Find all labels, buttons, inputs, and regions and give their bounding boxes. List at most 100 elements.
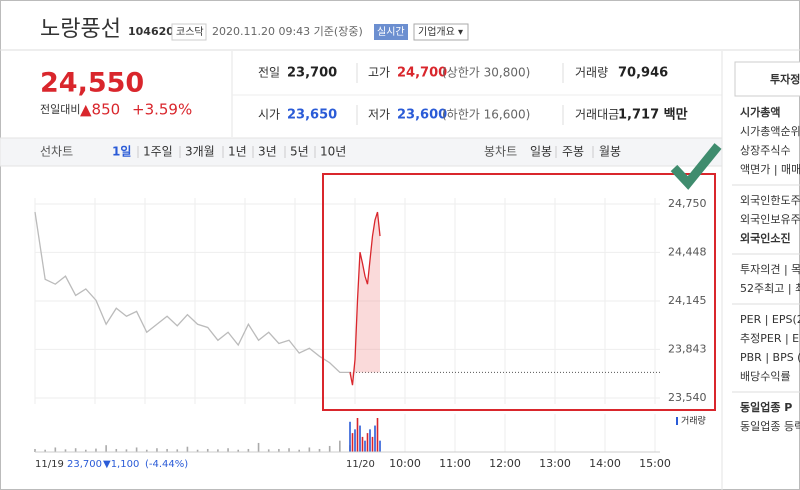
volume-bar — [361, 436, 364, 452]
badge — [374, 24, 408, 40]
volume-bar — [227, 448, 229, 452]
volume-bar — [186, 446, 189, 452]
volume-bar — [44, 449, 46, 452]
x-tick-label: 12:00 — [489, 457, 521, 470]
volume-bar — [349, 421, 351, 452]
volume-bar — [356, 418, 359, 452]
quote-label: 전일 — [258, 66, 280, 80]
volume-bar — [339, 440, 341, 452]
change-label: 전일대비 — [40, 102, 80, 116]
content: 노랑풍선 104620 코스닥 2020.11.20 09:43 기준(장중) 실시간 기… — [34, 17, 707, 470]
sidebar-item: 동일업종 등락 — [740, 419, 800, 433]
quote-label: 시가 — [258, 108, 280, 122]
sidebar-item: 투자의견 | 목 — [740, 263, 800, 276]
tab[interactable]: 1주일 — [143, 145, 173, 159]
y-tick-label: 24,145 — [668, 294, 707, 307]
quote-label: 거래대금 — [575, 108, 619, 122]
volume-bar — [364, 440, 366, 452]
timestamp: 2020.11.20 09:43 기준(장중) — [212, 25, 363, 38]
tab-bar — [0, 137, 723, 167]
volume-bar — [196, 449, 199, 452]
tab[interactable]: 월봉 — [599, 145, 621, 159]
quote-label: 거래량 — [575, 66, 608, 80]
y-tick-label: 24,750 — [668, 197, 707, 210]
sidebar-item: 시가총액순위 — [740, 125, 800, 138]
price: 24,550 — [40, 68, 144, 99]
sidebar-item: 배당수익률 — [740, 370, 791, 383]
volume-bar — [318, 448, 321, 452]
tab-label: 봉차트 — [484, 145, 517, 159]
volume-bar — [54, 447, 57, 452]
tab — [734, 61, 800, 97]
volume-bar — [376, 418, 379, 452]
volume-bar — [115, 448, 118, 452]
volume-bar — [64, 449, 67, 452]
sidebar-item: 동일업종 P — [740, 400, 792, 414]
market: 코스닥 — [176, 26, 204, 38]
tab[interactable]: 10년 — [320, 145, 346, 159]
x-label: 11/20 — [346, 459, 375, 470]
quote-value: 70,946 — [618, 66, 668, 81]
tab[interactable]: 3년 — [258, 145, 277, 159]
area — [350, 212, 380, 386]
volume-bar — [308, 447, 311, 452]
volume-bar — [374, 425, 376, 452]
volume-bar — [217, 449, 219, 452]
tab[interactable]: 일봉 — [530, 145, 552, 159]
tab[interactable]: 주봉 — [562, 145, 584, 159]
volume-bar — [267, 449, 270, 452]
x-tick-label: 13:00 — [539, 457, 571, 470]
footer-pct: (-4.44%) — [145, 459, 188, 470]
quote-label: 고가 — [368, 66, 390, 80]
quote-value: 24,700 — [397, 66, 447, 81]
quote-note: (상한가 30,800) — [442, 66, 530, 80]
company-info[interactable]: 기업개요 ▾ — [418, 25, 463, 38]
sidebar-item: 상장주식수 — [740, 144, 791, 157]
tab-label: 선차트 — [40, 145, 73, 159]
x-label: 11/19 — [35, 459, 64, 470]
volume-bar — [135, 447, 138, 452]
sidebar-title: 투자정 — [770, 72, 800, 86]
volume-bar — [328, 445, 331, 452]
volume-bar — [359, 425, 361, 452]
change-pct: +3.59% — [132, 101, 192, 119]
check-mark — [670, 143, 722, 190]
sidebar-item: 추정PER | E — [740, 332, 799, 345]
highlight-box — [322, 173, 716, 411]
quote-value: 23,700 — [287, 66, 337, 81]
quote-value: 1,717 백만 — [618, 107, 688, 123]
volume-bar — [206, 448, 209, 452]
tab[interactable]: 1년 — [228, 145, 247, 159]
volume-bar — [85, 449, 87, 452]
price-line — [349, 211, 381, 386]
volume-bar — [298, 449, 300, 452]
stock-name: 노랑풍선 — [40, 17, 121, 42]
sidebar-item: PBR | BPS ( — [740, 351, 800, 364]
tab[interactable]: 5년 — [290, 145, 309, 159]
x-tick-label: 11:00 — [439, 457, 471, 470]
change: ▲850 — [80, 101, 120, 119]
volume-label: 거래량 — [681, 415, 706, 427]
volume-bar — [156, 448, 158, 452]
volume-bar — [379, 440, 381, 452]
footer-change: ▼1,100 — [103, 459, 139, 470]
sidebar-item: 시가총액 — [740, 105, 780, 119]
x-tick-label: 14:00 — [589, 457, 621, 470]
stock-code: 104620 — [128, 25, 174, 38]
sidebar-item: 외국인소진 — [740, 231, 791, 245]
y-tick-label: 23,843 — [668, 342, 707, 355]
tab[interactable]: 3개월 — [185, 145, 215, 159]
volume-bar — [247, 448, 250, 452]
volume-bar — [288, 448, 290, 452]
volume-bar — [176, 449, 179, 452]
x-tick-label: 10:00 — [389, 457, 421, 470]
tab[interactable]: 1일 — [112, 145, 131, 159]
quote-label: 저가 — [368, 108, 390, 122]
sidebar-item: 액면가 | 매매 — [740, 163, 800, 176]
legend-swatch — [676, 417, 678, 425]
volume-bar — [125, 449, 128, 452]
quote-value: 23,600 — [397, 108, 447, 123]
volume-bar — [95, 448, 97, 452]
